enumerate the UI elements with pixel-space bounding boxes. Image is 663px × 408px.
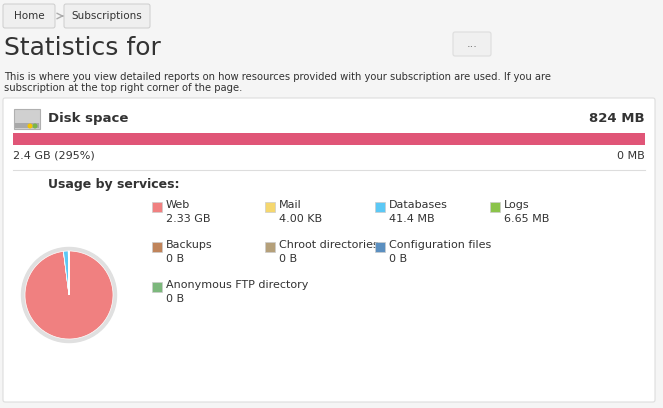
Bar	[265, 242, 275, 252]
Text: Disk space: Disk space	[48, 112, 129, 125]
Bar	[13, 133, 645, 145]
Text: This is where you view detailed reports on how resources provided with your subs: This is where you view detailed reports …	[4, 72, 551, 82]
Text: 41.4 MB: 41.4 MB	[389, 214, 435, 224]
Text: 0 B: 0 B	[389, 254, 407, 264]
FancyBboxPatch shape	[3, 98, 655, 402]
Bar	[152, 282, 162, 292]
Text: 0 B: 0 B	[279, 254, 297, 264]
Bar	[13, 133, 645, 145]
Text: 4.00 KB: 4.00 KB	[279, 214, 322, 224]
Bar	[490, 202, 500, 212]
FancyBboxPatch shape	[64, 4, 150, 28]
Text: Databases: Databases	[389, 200, 448, 210]
Bar	[152, 242, 162, 252]
Text: subscription at the top right corner of the page.: subscription at the top right corner of …	[4, 83, 243, 93]
Text: Web: Web	[166, 200, 190, 210]
Text: Logs: Logs	[504, 200, 530, 210]
Wedge shape	[68, 251, 69, 295]
Bar	[375, 242, 385, 252]
Bar	[14, 109, 40, 129]
Text: 0 B: 0 B	[166, 294, 184, 304]
Bar	[15, 123, 39, 128]
Text: Configuration files: Configuration files	[389, 240, 491, 250]
Wedge shape	[64, 251, 69, 295]
Text: Anonymous FTP directory: Anonymous FTP directory	[166, 280, 308, 290]
Circle shape	[21, 248, 117, 343]
Text: 0 MB: 0 MB	[617, 151, 645, 161]
Text: Usage by services:: Usage by services:	[48, 178, 180, 191]
Text: Home: Home	[14, 11, 44, 21]
Text: 824 MB: 824 MB	[589, 112, 645, 125]
Circle shape	[33, 124, 37, 128]
Text: 2.33 GB: 2.33 GB	[166, 214, 210, 224]
FancyBboxPatch shape	[3, 4, 55, 28]
FancyBboxPatch shape	[453, 32, 491, 56]
Text: Backups: Backups	[166, 240, 213, 250]
Text: ...: ...	[467, 39, 477, 49]
Text: Subscriptions: Subscriptions	[72, 11, 143, 21]
Wedge shape	[25, 251, 113, 339]
Bar	[375, 202, 385, 212]
Text: Chroot directories: Chroot directories	[279, 240, 379, 250]
Text: 0 B: 0 B	[166, 254, 184, 264]
Text: Statistics for: Statistics for	[4, 36, 161, 60]
Circle shape	[29, 124, 32, 128]
Text: Mail: Mail	[279, 200, 302, 210]
Text: 2.4 GB (295%): 2.4 GB (295%)	[13, 151, 95, 161]
Wedge shape	[64, 251, 69, 295]
Bar	[152, 202, 162, 212]
Text: 6.65 MB: 6.65 MB	[504, 214, 550, 224]
Bar	[265, 202, 275, 212]
